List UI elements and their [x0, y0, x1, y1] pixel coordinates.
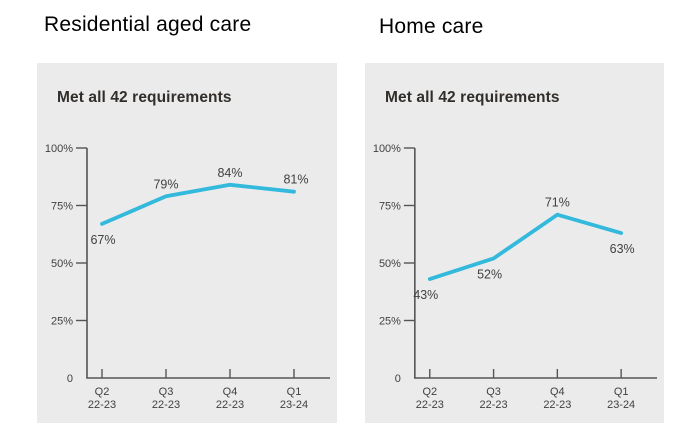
svg-text:100%: 100% — [45, 143, 73, 155]
svg-text:100%: 100% — [373, 143, 401, 155]
residential-chart-panel: Met all 42 requirements 100% 75% 50% 25% 0 Q2… — [37, 63, 337, 423]
svg-text:Q3: Q3 — [486, 386, 501, 398]
svg-text:84%: 84% — [217, 166, 242, 180]
svg-text:22-23: 22-23 — [416, 399, 444, 411]
svg-text:22-23: 22-23 — [480, 399, 508, 411]
residential-line-chart: 100%75%50%25%0Q222-23Q322-23Q422-23Q123-… — [45, 143, 330, 411]
svg-text:25%: 25% — [51, 316, 73, 328]
svg-text:23-24: 23-24 — [280, 399, 308, 411]
svg-text:79%: 79% — [153, 177, 178, 191]
svg-text:81%: 81% — [283, 173, 308, 187]
svg-text:0: 0 — [67, 373, 73, 385]
home-care-line-chart: 100%75%50%25%0Q222-23Q322-23Q422-23Q123-… — [373, 143, 658, 411]
svg-text:22-23: 22-23 — [152, 399, 180, 411]
svg-text:22-23: 22-23 — [543, 399, 571, 411]
svg-text:75%: 75% — [51, 201, 73, 213]
svg-text:22-23: 22-23 — [88, 399, 116, 411]
svg-text:0: 0 — [395, 373, 401, 385]
home-care-chart-panel: Met all 42 requirements 100% 75% 50% 25% 0 Q2… — [365, 63, 664, 423]
svg-text:25%: 25% — [379, 315, 401, 327]
svg-text:22-23: 22-23 — [216, 399, 244, 411]
svg-text:Q4: Q4 — [223, 386, 238, 398]
svg-text:50%: 50% — [51, 258, 73, 270]
svg-text:Q4: Q4 — [550, 386, 565, 398]
svg-text:63%: 63% — [610, 242, 635, 256]
svg-text:50%: 50% — [379, 258, 401, 270]
svg-text:52%: 52% — [477, 267, 502, 281]
svg-text:Q2: Q2 — [95, 386, 110, 398]
section-heading-home-care: Home care — [379, 15, 484, 38]
section-heading-residential-aged-care: Residential aged care — [44, 13, 252, 36]
chart-title-home-care: Met all 42 requirements — [385, 89, 560, 106]
chart-title-residential: Met all 42 requirements — [57, 89, 232, 106]
svg-text:23-24: 23-24 — [607, 399, 635, 411]
svg-text:Q3: Q3 — [159, 386, 174, 398]
svg-text:75%: 75% — [379, 200, 401, 212]
svg-text:Q1: Q1 — [287, 386, 302, 398]
svg-text:43%: 43% — [413, 288, 438, 302]
svg-text:67%: 67% — [90, 233, 115, 247]
svg-text:71%: 71% — [545, 196, 570, 210]
svg-text:Q1: Q1 — [614, 386, 629, 398]
svg-text:Q2: Q2 — [422, 386, 437, 398]
